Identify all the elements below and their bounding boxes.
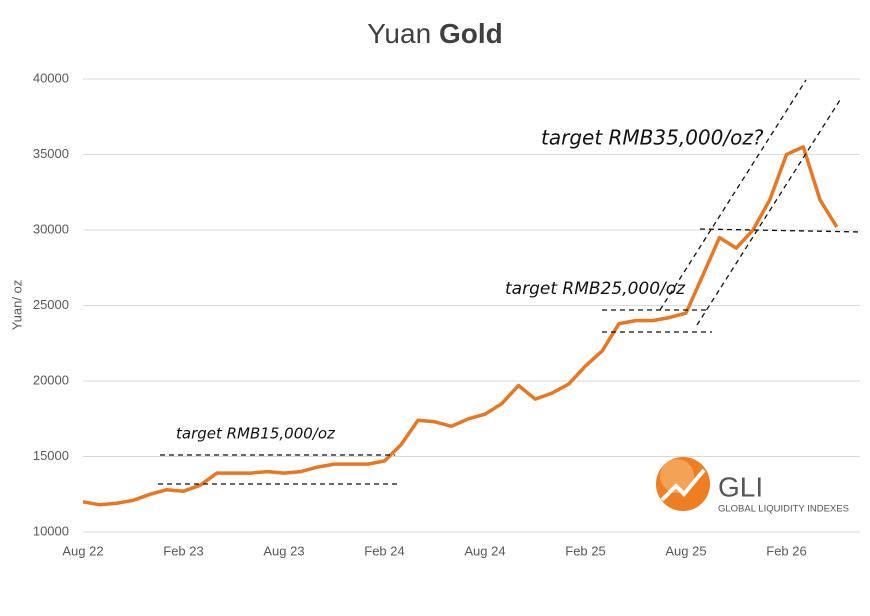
data-line — [82, 145, 839, 507]
logo-tagline: GLOBAL LIQUIDITY INDEXES — [718, 504, 849, 515]
y-tick-label: 35000 — [33, 146, 69, 161]
dash-line — [699, 228, 863, 233]
y-tick-label: 20000 — [33, 372, 69, 387]
x-tick-label: Feb 25 — [565, 543, 605, 558]
y-tick-label: 40000 — [33, 70, 69, 85]
x-tick-label: Feb 26 — [766, 543, 806, 558]
logo-icon — [660, 468, 706, 502]
annotation: target RMB25,000/oz — [505, 279, 686, 299]
logo-name: GLI — [718, 471, 763, 502]
logo-icon — [660, 459, 694, 493]
logo: GLI GLOBAL LIQUIDITY INDEXES — [656, 457, 849, 515]
x-tick-label: Aug 23 — [263, 543, 304, 558]
x-tick-label: Aug 24 — [464, 543, 505, 558]
y-axis-label: Yuan/ oz — [9, 280, 24, 331]
x-tick-label: Aug 25 — [665, 543, 706, 558]
annotation: target RMB15,000/oz — [176, 425, 336, 443]
x-tick-label: Feb 24 — [364, 543, 404, 558]
annotation: target RMB35,000/oz? — [541, 126, 764, 150]
chart-title: Yuan Gold — [367, 18, 502, 49]
y-tick-label: 25000 — [33, 297, 69, 312]
dash-line — [659, 79, 807, 311]
y-tick-label: 15000 — [33, 448, 69, 463]
title-part: Gold — [439, 18, 503, 49]
y-tick-label: 30000 — [33, 221, 69, 236]
x-tick-label: Aug 22 — [62, 543, 103, 558]
y-tick-label: 10000 — [33, 523, 69, 538]
trend-lines — [158, 79, 863, 485]
x-tick-label: Feb 23 — [163, 543, 203, 558]
title-part: Yuan — [367, 18, 431, 49]
